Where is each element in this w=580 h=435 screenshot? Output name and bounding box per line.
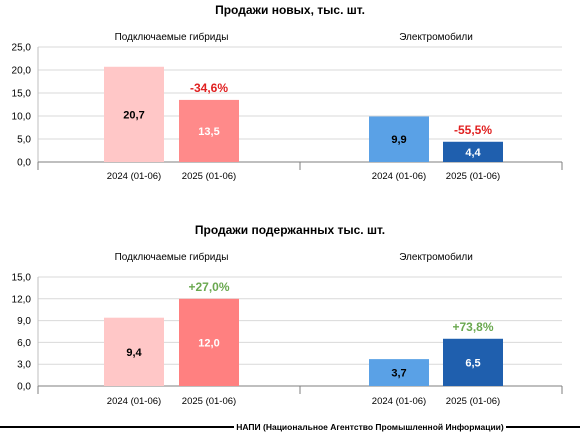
chart-title: Продажи новых, тыс. шт. xyxy=(215,3,365,17)
bar xyxy=(179,99,239,162)
bar xyxy=(179,298,239,386)
change-label: -34,6% xyxy=(190,81,228,95)
group-label: Электромобили xyxy=(399,251,473,263)
x-tick-label: 2025 (01-06) xyxy=(446,396,500,407)
y-tick-label: 15,0 xyxy=(12,273,32,284)
bar-value-label: 6,5 xyxy=(465,357,480,369)
chart-title: Продажи подержанных тыс. шт. xyxy=(195,223,385,237)
y-tick-label: 6,0 xyxy=(17,338,31,349)
x-tick-label: 2025 (01-06) xyxy=(182,396,236,407)
change-label: +73,8% xyxy=(452,320,493,334)
bar xyxy=(443,141,503,162)
y-tick-label: 20,0 xyxy=(12,66,32,77)
footer-source: НАПИ (Национальное Агентство Промышленно… xyxy=(236,422,504,432)
x-tick-label: 2024 (01-06) xyxy=(372,396,426,407)
bar-value-label: 20,7 xyxy=(123,109,144,121)
x-tick-label: 2024 (01-06) xyxy=(107,396,161,407)
y-tick-label: 9,0 xyxy=(17,316,31,327)
group-label: Подключаемые гибриды xyxy=(115,31,229,43)
bar-value-label: 13,5 xyxy=(198,126,219,138)
y-tick-label: 3,0 xyxy=(17,360,31,371)
change-label: -55,5% xyxy=(454,123,492,137)
bar xyxy=(104,66,164,162)
y-tick-label: 10,0 xyxy=(12,112,32,123)
group-label: Подключаемые гибриды xyxy=(115,251,229,263)
y-tick-label: 12,0 xyxy=(12,294,32,305)
bar-value-label: 3,7 xyxy=(391,368,406,380)
x-tick-label: 2025 (01-06) xyxy=(182,171,236,182)
bar-value-label: 9,4 xyxy=(126,347,142,359)
y-tick-label: 15,0 xyxy=(12,89,32,100)
bar-value-label: 12,0 xyxy=(198,337,219,349)
bar xyxy=(443,338,503,386)
bar-value-label: 4,4 xyxy=(465,147,481,159)
y-tick-label: 0,0 xyxy=(17,158,31,169)
bar xyxy=(369,359,429,386)
bar-value-label: 9,9 xyxy=(391,134,406,146)
x-tick-label: 2025 (01-06) xyxy=(446,171,500,182)
x-tick-label: 2024 (01-06) xyxy=(107,171,161,182)
y-tick-label: 0,0 xyxy=(17,382,31,393)
group-label: Электромобили xyxy=(399,31,473,43)
bar xyxy=(104,317,164,386)
x-tick-label: 2024 (01-06) xyxy=(372,171,426,182)
y-tick-label: 25,0 xyxy=(12,43,32,54)
change-label: +27,0% xyxy=(188,280,229,294)
bar xyxy=(369,116,429,162)
y-tick-label: 5,0 xyxy=(17,135,31,146)
